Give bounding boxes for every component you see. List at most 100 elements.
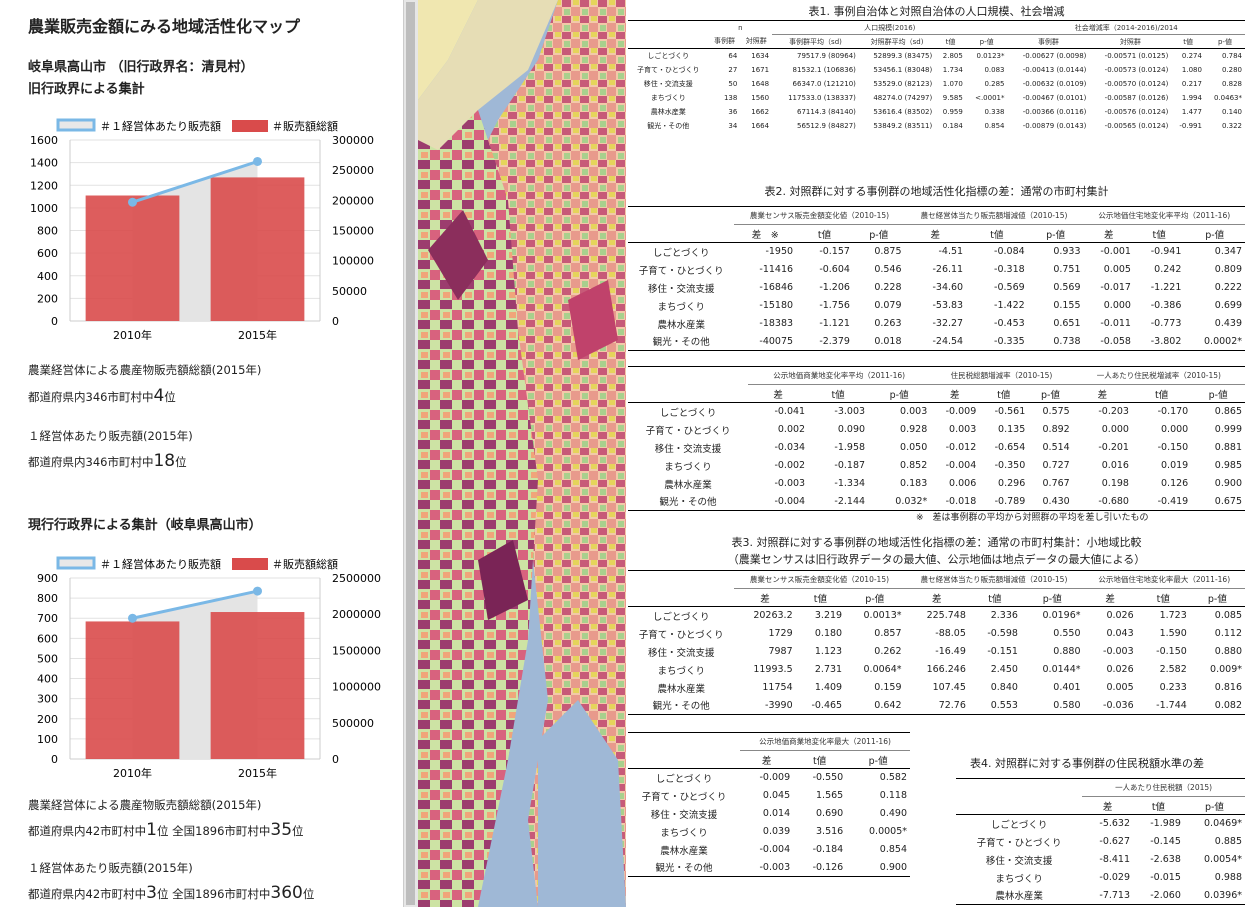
table-cell: -0.004 (774, 495, 806, 507)
table1-title: 表1. 事例自治体と対照自治体の人口規模、社会増減 (808, 5, 1065, 18)
x-tick: 2015年 (238, 766, 277, 780)
table-row: 差 t値 p-値 差 t値 p-値 差 t値 p-値 (628, 385, 1245, 403)
table-cell: 観光・その他 (655, 863, 713, 875)
table-cell: -0.041 (774, 406, 806, 418)
table-cell: 0.090 (837, 424, 866, 435)
table-cell: -0.453 (994, 318, 1025, 329)
table-cell: しごとづくり (655, 773, 713, 785)
table-cell: -0.773 (1150, 318, 1182, 329)
table-cell: まちづくり (660, 827, 708, 839)
table-cell: 1634 (751, 51, 770, 60)
table-cell: -0.126 (812, 861, 844, 873)
table-cell: 0.959 (942, 107, 963, 116)
table-cell: 0.767 (1042, 478, 1070, 489)
table-cell: 0.580 (1053, 699, 1081, 711)
table-cell: 0.999 (1214, 424, 1242, 435)
table-cell: 0.0005* (869, 826, 907, 837)
table-cell: 1560 (751, 93, 770, 102)
table-cell: -0.789 (994, 495, 1026, 507)
table-cell: 子育て・ひとづくり (645, 425, 731, 437)
table-cell: p-値 (1207, 593, 1227, 605)
table-cell: 52899.3 (83475) (873, 51, 933, 60)
table-cell: 子育て・ひとづくり (641, 791, 727, 803)
table-cell: 56512.9 (84827) (796, 121, 856, 130)
y-left-tick: 200 (37, 713, 58, 726)
table-row: 農林水産業 -18383 -1.121 0.263 -32.27 -0.453 0.651 -… (628, 315, 1245, 333)
table-cell: 差 (1097, 389, 1108, 401)
table-cell: -8.411 (1099, 854, 1131, 865)
table-row: 差 t値 p-値 (956, 797, 1245, 815)
table-cell: まちづくり (657, 665, 705, 677)
scrollbar-thumb[interactable] (406, 2, 415, 905)
table-cell: 0.082 (1214, 699, 1242, 711)
y-left-tick: 800 (37, 592, 58, 605)
table-cell: -0.991 (1179, 121, 1202, 130)
table-cell: 0.000 (1101, 424, 1129, 435)
table-row: 差 t値 p-値 (628, 751, 910, 769)
table-cell: -0.170 (1157, 406, 1189, 418)
table-cell: 0.242 (1154, 264, 1182, 275)
y-right-tick: 300000 (332, 134, 374, 147)
table-cell: 公示地価住宅地変化率最大（2011-16) (1083, 570, 1245, 589)
table-cell: -0.201 (1098, 442, 1129, 453)
table-cell: 0.222 (1214, 282, 1242, 293)
bar (210, 612, 305, 759)
table-cell: 0.014 (762, 808, 791, 819)
table-row: 観光・その他 -3990 -0.465 0.642 72.76 0.553 0.580 -0.… (628, 697, 1245, 715)
table-cell: 66347.0 (121210) (792, 79, 856, 88)
table1: n 人口規模(2016) 社会増減率（2014-2016)/2014 事例群 対照群 事例… (628, 20, 1245, 133)
table-cell: t値 (1183, 37, 1193, 46)
table-cell: t値 (813, 755, 827, 767)
table-cell: 0.006 (949, 478, 977, 489)
table-cell: しごとづくり (659, 407, 717, 419)
table-cell: 公示地価商業地変化率平均（2011-16) (748, 366, 931, 385)
table-cell: 117533.0 (138337) (788, 93, 856, 102)
table-cell: 0.198 (1101, 478, 1129, 489)
bar (85, 195, 180, 321)
y-left-tick: 0 (51, 753, 58, 766)
table-cell: p-値 (868, 755, 888, 767)
table-cell: 0.738 (1053, 335, 1081, 347)
y-left-tick: 0 (51, 315, 58, 328)
y-left-tick: 600 (37, 247, 58, 260)
table-cell: 0.514 (1042, 442, 1070, 453)
table-cell: -0.015 (1150, 872, 1181, 883)
table-cell (956, 779, 1082, 797)
table-cell (628, 207, 734, 225)
table-cell: 0.809 (1214, 264, 1242, 275)
rank1-total: 都道府県内346市町村中4位 (28, 386, 176, 406)
table-cell: -1.121 (819, 318, 850, 329)
table-cell: -0.002 (774, 460, 806, 471)
table-cell: t値 (1156, 593, 1170, 605)
table-row: 農林水産業 11754 1.409 0.159 107.45 0.840 0.401 0.00… (628, 679, 1245, 697)
table-cell: 子育て・ひとづくり (637, 65, 700, 74)
table-row: 事例群 対照群 事例群平均（sd) 対照群平均（sd) t値 p-値 事例群 対照群 t値 p-値 (628, 35, 1245, 49)
y-right-tick: 1500000 (332, 644, 381, 657)
table-cell: 0.180 (814, 628, 843, 639)
table-cell: -1.206 (819, 282, 850, 293)
table-row: 移住・交流支援 -0.034 -1.958 0.050 -0.012 -0.654 0.51… (628, 439, 1245, 457)
table-cell: 1729 (768, 628, 793, 639)
table-cell: p-値 (865, 593, 885, 605)
choropleth-map[interactable] (418, 0, 626, 907)
table-cell: 0.083 (984, 65, 1005, 74)
table-cell: -0.654 (994, 442, 1026, 453)
table-row: 移住・交流支援 50 1648 66347.0 (121210) 53529.0 (82… (628, 77, 1245, 91)
table-cell: 0.933 (1053, 246, 1081, 258)
table-cell: t値 (988, 593, 1002, 605)
legend-line-label: ＃１経営体あたり販売額 (100, 119, 221, 133)
table-cell: -0.318 (994, 264, 1025, 275)
table-cell: -0.550 (812, 772, 844, 784)
table-cell: 0.112 (1214, 628, 1242, 639)
table-cell: 1.590 (1159, 628, 1187, 639)
table-cell: -0.058 (1100, 335, 1131, 347)
table-cell: -0.00366 (0.0116) (1022, 107, 1087, 116)
map-canvas[interactable] (418, 0, 626, 907)
table-row: まちづくり 138 1560 117533.0 (138337) 48274.0 (74… (628, 91, 1245, 105)
table-row: 観光・その他 -0.003 -0.126 0.900 (628, 859, 910, 877)
table-cell: t値 (1154, 389, 1169, 401)
table-cell: -1.958 (834, 442, 866, 453)
table-cell: 移住・交流支援 (647, 283, 715, 295)
table-cell: 0.0013* (863, 610, 902, 622)
table-cell: -0.627 (1099, 836, 1131, 847)
